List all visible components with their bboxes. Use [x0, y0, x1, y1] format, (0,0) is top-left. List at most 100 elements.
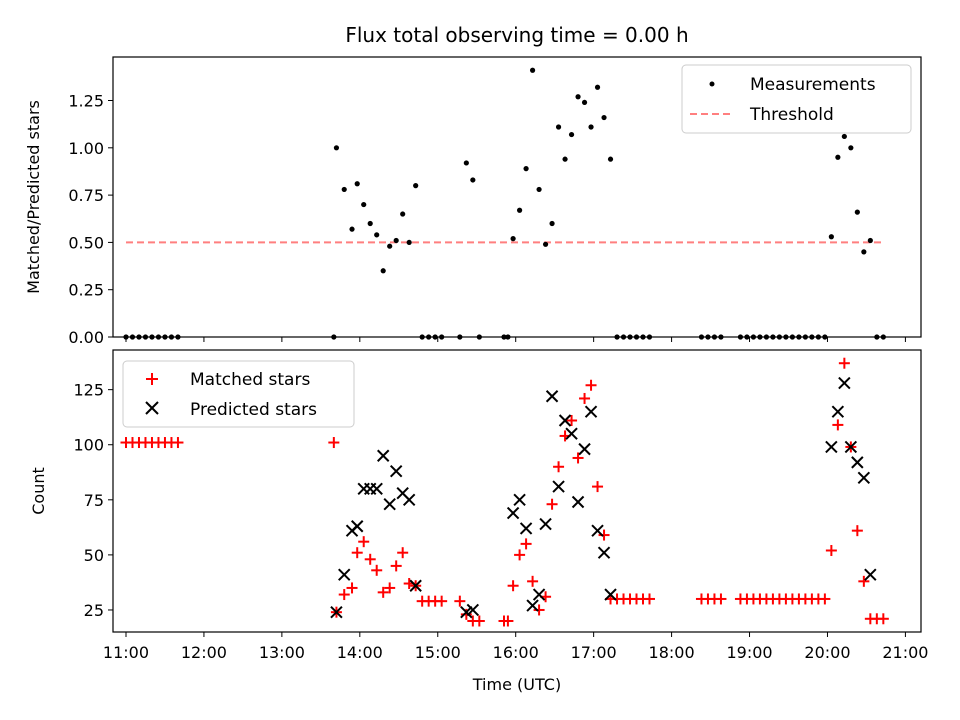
matched-star-point [377, 586, 389, 598]
matched-star-point [825, 544, 837, 556]
measurement-point [341, 186, 347, 193]
predicted-star-point [389, 464, 403, 478]
x-tick-label: 14:00 [337, 643, 383, 662]
x-tick-label: 11:00 [103, 643, 149, 662]
measurement-point [367, 220, 373, 227]
matched-star-point [566, 415, 578, 426]
measurement-point [400, 211, 406, 217]
matched-star-point [579, 392, 591, 404]
matched-star-point [507, 580, 519, 592]
predicted-star-point [330, 605, 343, 619]
matched-star-point [454, 595, 466, 607]
bottom-y-axis-label: Count [29, 467, 48, 515]
top-y-axis-label: Matched/Predicted stars [24, 100, 43, 294]
predicted-star-point [571, 495, 585, 509]
measurement-point [516, 207, 523, 213]
x-tick-label: 19:00 [726, 643, 772, 662]
chart-title: Flux total observing time = 0.00 h [345, 23, 688, 47]
top-legend: Measurements Threshold [681, 64, 912, 134]
predicted-star-point [506, 506, 520, 520]
matched-star-point [351, 547, 363, 559]
matched-star-point [364, 553, 376, 565]
matched-star-point [436, 595, 448, 607]
matched-star-point [858, 575, 870, 587]
measurement-point [835, 154, 841, 160]
predicted-star-point [604, 588, 617, 601]
measurement-point [568, 131, 575, 138]
measurement-point [867, 237, 873, 244]
legend-predicted-marker [145, 401, 159, 415]
predicted-star-point [409, 579, 422, 592]
top-y-tick-label: 1.00 [68, 139, 104, 158]
legend-matched-label: Matched stars [190, 370, 310, 390]
predicted-star-point [831, 405, 845, 418]
matched-star-point [502, 615, 514, 627]
predicted-star-point [825, 440, 838, 454]
bottom-y-ticks: 25 50 75 100 125 [73, 381, 113, 620]
predicted-star-point [591, 524, 604, 537]
matched-star-point [514, 549, 526, 561]
top-legend-box [681, 64, 912, 134]
measurement-point [387, 243, 393, 249]
measurement-point [542, 241, 549, 247]
predicted-star-point [851, 456, 864, 469]
legend-matched-marker [146, 373, 158, 385]
bottom-y-tick-label: 100 [73, 436, 104, 455]
predicted-star-point [370, 482, 383, 496]
measurement-point [361, 201, 367, 208]
matched-star-point [346, 582, 358, 594]
measurement-point [601, 114, 607, 121]
matched-star-point [715, 593, 727, 605]
predicted-star-point [351, 520, 364, 533]
matched-star-point [397, 547, 409, 559]
predicted-star-point [466, 603, 480, 617]
bottom-y-tick-label: 75 [84, 491, 104, 510]
measurement-point [607, 156, 614, 162]
bottom-x-ticks: 11:00 12:00 13:00 14:00 15:00 16:00 17:00 18:00… [103, 632, 928, 662]
matched-star-point [358, 536, 370, 548]
measurement-point [828, 234, 834, 240]
bottom-axes-frame [112, 349, 922, 633]
matched-star-point [520, 538, 532, 550]
predicted-star-point [338, 568, 351, 581]
predicted-star-point [844, 440, 858, 454]
measurement-point [463, 160, 469, 166]
x-tick-label: 17:00 [571, 643, 617, 662]
bottom-legend-box [122, 360, 355, 428]
top-y-tick-label: 0.75 [68, 186, 104, 205]
measurement-point [470, 177, 476, 183]
matched-star-point [644, 593, 656, 605]
predicted-star-point [584, 405, 598, 418]
matched-star-point [527, 575, 539, 587]
measurement-point [575, 94, 581, 100]
matched-star-point [390, 560, 402, 572]
x-tick-label: 16:00 [493, 643, 539, 662]
predicted-star-point [597, 546, 611, 559]
measurement-point [549, 220, 555, 227]
measurement-point [529, 67, 536, 73]
measurement-point [581, 99, 588, 106]
predicted-star-point [402, 493, 416, 507]
matched-star-point [473, 615, 485, 627]
measurement-point [848, 145, 854, 151]
top-y-tick-label: 0.25 [68, 281, 104, 300]
measurement-point [523, 166, 529, 172]
matched-star-point [838, 357, 850, 369]
predicted-star-point [519, 522, 533, 535]
top-y-tick-label: 1.25 [68, 92, 104, 111]
bottom-legend: Matched stars Predicted stars [122, 360, 355, 428]
measurement-point [555, 124, 562, 130]
matched-star-point [851, 525, 863, 537]
measurement-point [354, 181, 360, 187]
matched-star-point [832, 419, 844, 431]
measurement-point [536, 186, 542, 193]
measurement-point [854, 209, 860, 215]
measurement-point [594, 84, 601, 90]
measurement-point [349, 226, 355, 232]
predicted-star-point [838, 376, 851, 390]
matched-star-point [172, 437, 184, 449]
measurement-point [562, 156, 568, 162]
top-y-ticks: 0.00 0.25 0.50 0.75 1.00 1.25 [68, 92, 113, 347]
legend-measurements-marker [709, 81, 715, 87]
